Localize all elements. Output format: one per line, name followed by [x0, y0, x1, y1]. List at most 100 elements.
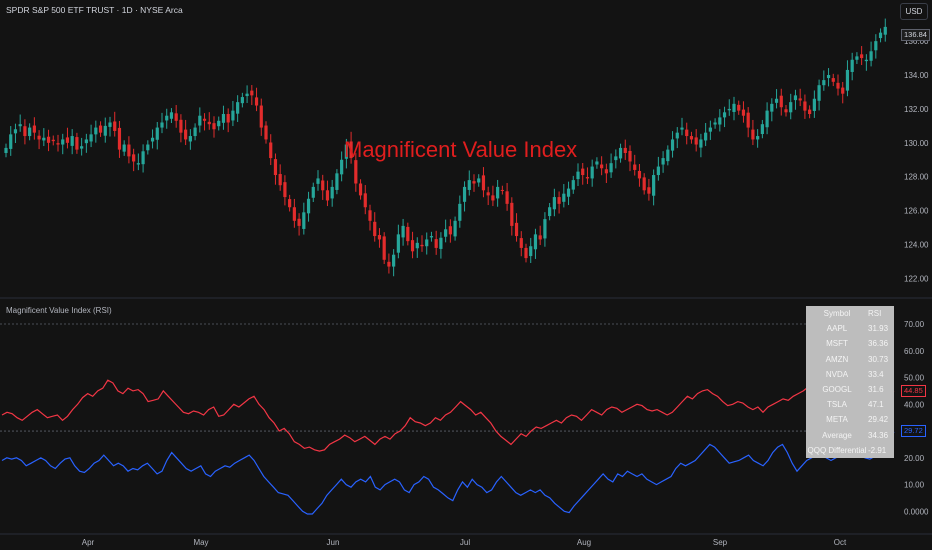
- candle-body: [836, 82, 840, 89]
- candle-body: [396, 234, 400, 253]
- candle-body: [462, 186, 467, 202]
- rsi-series: [1, 379, 895, 515]
- rsi-table: Symbol RSI AAPL 31.93 MSFT 36.36 AMZN 30.73…: [806, 306, 894, 458]
- candle-body: [566, 188, 571, 197]
- rsi-table-value: 33.4: [868, 369, 884, 379]
- candle-body: [358, 183, 363, 196]
- candle-body: [699, 139, 703, 148]
- candle-body: [415, 242, 419, 249]
- candle-body: [883, 26, 887, 35]
- candle-body: [4, 147, 8, 153]
- candle-body: [751, 129, 755, 140]
- candle-body: [56, 143, 60, 145]
- candle-body: [670, 139, 675, 151]
- candle-body: [633, 164, 637, 170]
- candle-body: [756, 136, 760, 140]
- candle-body: [604, 169, 608, 174]
- candle-body: [42, 137, 46, 141]
- candle-body: [500, 189, 504, 191]
- candle-body: [793, 95, 798, 101]
- candle-body: [363, 193, 367, 208]
- rsi-tick-label: 70.00: [904, 320, 925, 329]
- overlay-title: Magnificent Value Index: [344, 137, 578, 162]
- candle-body: [529, 246, 533, 257]
- candle-body: [150, 137, 155, 142]
- price-axis: 122.00 124.00 126.00 128.00 130.00 132.00 134.…: [904, 37, 929, 283]
- candle-body: [240, 97, 244, 104]
- rsi-table-row: AMZN 30.73: [806, 352, 894, 367]
- candle-body: [212, 123, 216, 130]
- candle-body: [694, 137, 698, 145]
- candle-body: [841, 87, 845, 94]
- candle-body: [51, 139, 55, 142]
- rsi-tick-label: 10.00: [904, 481, 925, 490]
- candle-body: [84, 139, 88, 144]
- candle-body: [221, 114, 226, 123]
- candle-body: [661, 158, 665, 165]
- candle-body: [94, 127, 98, 135]
- time-axis-label: Jun: [327, 538, 340, 547]
- candle-body: [420, 244, 424, 247]
- candle-body: [467, 180, 471, 190]
- rsi-axis: 0.000010.0020.0030.0040.0050.0060.0070.0…: [904, 320, 929, 516]
- candle-body: [283, 182, 287, 198]
- candle-body: [618, 147, 623, 159]
- candle-body: [543, 219, 547, 239]
- candle-body: [321, 180, 325, 191]
- last-price-label: 136.84: [901, 29, 930, 41]
- candle-body: [250, 90, 254, 96]
- candle-body: [817, 85, 821, 101]
- currency-button[interactable]: USD: [900, 3, 928, 20]
- candle-body: [774, 98, 779, 103]
- candle-body: [727, 108, 731, 111]
- candle-body: [306, 198, 311, 214]
- candle-body: [373, 221, 377, 237]
- candle-body: [496, 186, 500, 199]
- rsi-table-header: Symbol RSI: [806, 306, 894, 321]
- time-axis-label: Jul: [460, 538, 470, 547]
- candle-body: [514, 222, 519, 237]
- candle-body: [264, 125, 268, 140]
- candle-body: [718, 117, 722, 125]
- candle-body: [61, 139, 65, 145]
- candle-body: [193, 127, 197, 137]
- candle-body: [675, 132, 679, 139]
- time-axis-label: Oct: [834, 538, 847, 547]
- candle-body: [765, 110, 769, 128]
- candle-body: [704, 132, 708, 141]
- candle-body: [207, 121, 211, 125]
- rsi-table-value: 31.93: [868, 324, 889, 334]
- candle-body: [628, 150, 632, 162]
- candle-body: [46, 136, 51, 143]
- candle-body: [680, 127, 684, 130]
- rsi-table-value: -2.91: [868, 445, 887, 455]
- candle-body: [146, 144, 150, 151]
- rsi-blue-last-label: 29.72: [901, 425, 926, 437]
- candle-body: [98, 125, 103, 133]
- candle-body: [477, 178, 481, 183]
- rsi-table-value: 30.73: [868, 354, 889, 364]
- candle-body: [453, 220, 457, 237]
- candle-body: [784, 109, 788, 113]
- rsi-tick-label: 0.0000: [904, 507, 929, 516]
- candle-body: [860, 54, 864, 59]
- candlestick-series: [4, 18, 887, 277]
- candle-body: [722, 112, 727, 118]
- candle-body: [155, 127, 159, 140]
- candle-body: [122, 144, 126, 152]
- candle-body: [439, 237, 443, 249]
- candle-body: [595, 161, 599, 165]
- candle-body: [614, 156, 618, 161]
- candle-body: [770, 103, 774, 112]
- rsi-table-symbol: Average: [822, 430, 852, 440]
- time-axis-label: Aug: [577, 538, 591, 547]
- rsi-tick-label: 60.00: [904, 347, 925, 356]
- candle-body: [13, 129, 18, 134]
- price-tick-label: 124.00: [904, 241, 929, 250]
- candle-body: [401, 225, 405, 238]
- candle-body: [533, 234, 538, 250]
- candle-body: [425, 239, 429, 247]
- candle-body: [552, 197, 556, 210]
- candle-body: [826, 75, 831, 79]
